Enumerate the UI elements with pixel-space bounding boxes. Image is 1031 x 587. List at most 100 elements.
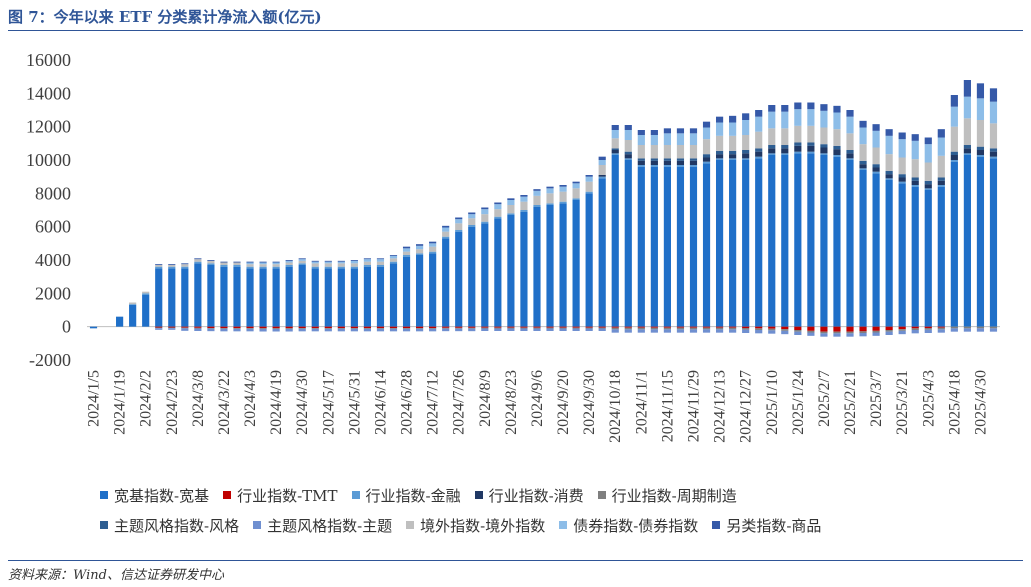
bar-segment (155, 265, 163, 267)
bar-segment (807, 332, 815, 336)
bar-segment (989, 88, 998, 102)
legend-label: 主题风格指数-主题 (267, 516, 393, 535)
bar-segment (259, 329, 267, 332)
bar-segment (976, 328, 985, 332)
bar-segment (455, 326, 463, 328)
bar-segment (402, 255, 411, 257)
x-tick-label: 2024/6/14 (372, 370, 389, 435)
bar-segment (807, 151, 815, 154)
bar-segment (807, 153, 815, 327)
bar-segment (402, 246, 411, 249)
x-tick-label: 2024/7/12 (425, 370, 442, 435)
bar-segment (702, 327, 711, 330)
bar-segment (650, 145, 658, 159)
bar-segment (755, 156, 763, 159)
bar-segment (989, 148, 998, 152)
bar-segment (363, 328, 372, 329)
bar-segment (507, 200, 515, 205)
bar-segment (520, 328, 528, 331)
bar-segment (950, 126, 958, 152)
bar-segment (337, 266, 345, 269)
bar-segment (285, 326, 293, 329)
bar-segment (598, 178, 606, 327)
legend-item: 债券指数-债券指数 (559, 515, 698, 536)
x-tick-label: 2025/3/7 (868, 370, 885, 427)
bar-segment (416, 253, 424, 255)
bar-segment (272, 328, 280, 329)
bar-segment (181, 268, 189, 327)
bar-segment (376, 258, 385, 260)
bar-segment (337, 328, 345, 329)
bar-segment (246, 266, 254, 269)
bar-segment (220, 328, 228, 332)
bar-segment (637, 329, 645, 333)
bar-segment (729, 160, 737, 327)
bar-segment (781, 326, 789, 330)
bar-segment (155, 268, 163, 327)
bar-segment (689, 329, 698, 333)
bar-segment (520, 327, 528, 329)
bar-segment (455, 230, 463, 232)
bar-segment (455, 327, 463, 329)
bar-segment (376, 261, 385, 265)
bar-segment (676, 326, 685, 328)
bar-segment (989, 328, 998, 332)
bar-segment (650, 166, 658, 327)
bar-segment (924, 162, 932, 181)
bar-segment (898, 174, 906, 178)
bar-segment (689, 128, 698, 134)
bar-segment (755, 328, 763, 330)
bar-segment (324, 260, 332, 262)
bar-segment (794, 326, 802, 330)
bar-segment (259, 266, 267, 269)
x-tick-label: 2025/1/24 (790, 370, 807, 435)
bar-segment (663, 166, 671, 327)
bar-segment (911, 177, 919, 181)
x-tick-label: 2024/5/17 (320, 370, 337, 435)
bar-segment (259, 264, 267, 267)
bar-segment (898, 139, 906, 158)
legend-label: 宽基指数-宽基 (114, 486, 210, 505)
bar-segment (494, 326, 502, 328)
bar-segment (429, 253, 437, 327)
x-tick-label: 2024/6/28 (399, 370, 416, 435)
bar-segment (689, 165, 698, 167)
bar-segment (676, 158, 685, 161)
x-tick-label: 2024/10/18 (607, 370, 624, 443)
bar-segment (702, 326, 711, 328)
bar-segment (794, 142, 802, 146)
bar-segment (311, 268, 319, 327)
bar-segment (376, 266, 385, 327)
bar-segment (572, 198, 580, 200)
bar-segment (533, 327, 541, 329)
bar-segment (363, 258, 372, 260)
bar-segment (729, 122, 737, 136)
bar-segment (363, 266, 372, 327)
bar-segment (507, 327, 515, 329)
bar-segment (311, 266, 319, 269)
bar-segment (898, 177, 906, 182)
y-tick-label: 0 (62, 317, 71, 337)
bar-segment (820, 127, 828, 145)
bar-segment (742, 150, 750, 154)
bar-segment (572, 200, 580, 327)
source-note: 资料来源：Wind、信达证券研发中心 (8, 568, 224, 583)
bar-segment (702, 329, 711, 333)
bar-segment (285, 265, 293, 267)
bar-segment (611, 153, 619, 155)
bar-segment (429, 241, 437, 244)
bar-segment (833, 149, 841, 155)
bar-segment (624, 160, 632, 327)
bar-segment (624, 154, 632, 159)
bar-segment (402, 248, 411, 252)
bar-segment (298, 328, 306, 329)
bar-segment (142, 295, 150, 327)
bar-segment (676, 166, 685, 327)
bar-segment (559, 191, 567, 202)
bar-segment (285, 266, 293, 327)
bar-segment (702, 154, 711, 158)
bar-segment (194, 328, 202, 331)
bar-segment (924, 188, 932, 190)
bar-segment (455, 223, 463, 230)
legend-item: 主题风格指数-主题 (253, 515, 392, 536)
